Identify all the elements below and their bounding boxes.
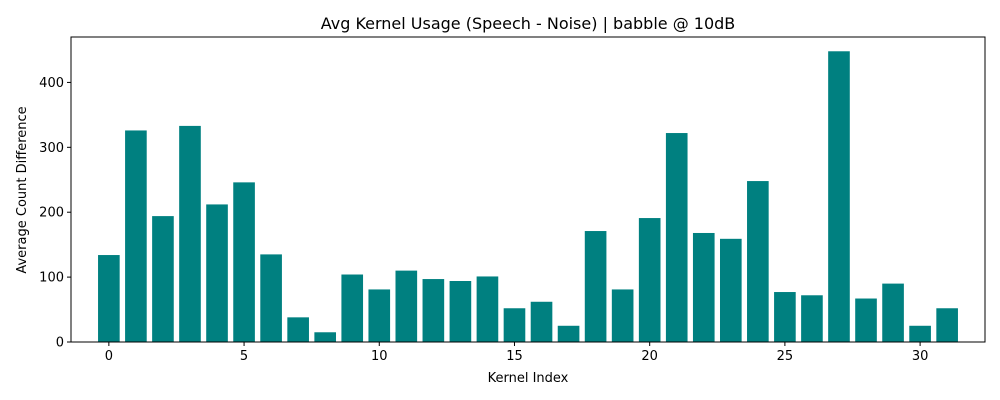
y-tick-label: 200 bbox=[39, 206, 64, 221]
bars-group bbox=[98, 51, 958, 342]
y-tick-label: 400 bbox=[39, 76, 64, 91]
y-tick-label: 0 bbox=[56, 336, 64, 351]
x-ticks-group: 0 5 10 15 20 25 30 bbox=[105, 342, 929, 364]
bar-kernel-24 bbox=[747, 181, 769, 342]
x-tick-label: 15 bbox=[506, 349, 523, 364]
bar-kernel-10 bbox=[368, 289, 391, 342]
x-tick-label: 10 bbox=[371, 349, 388, 364]
bar-kernel-27 bbox=[828, 51, 850, 342]
plot-frame bbox=[70, 36, 986, 343]
bar-kernel-2 bbox=[152, 216, 174, 342]
bar-kernel-21 bbox=[665, 133, 688, 342]
y-ticks-group: 0 100 200 300 400 bbox=[39, 76, 71, 351]
bar-kernel-23 bbox=[719, 238, 742, 342]
bar-kernel-4 bbox=[206, 204, 228, 342]
bar-kernel-12 bbox=[422, 279, 445, 342]
bar-kernel-31 bbox=[936, 308, 958, 342]
bar-kernel-16 bbox=[530, 301, 553, 342]
bar-kernel-13 bbox=[449, 281, 472, 342]
bar-kernel-14 bbox=[476, 276, 499, 342]
bar-kernel-15 bbox=[503, 308, 526, 342]
bar-kernel-17 bbox=[557, 325, 580, 342]
bar-kernel-7 bbox=[287, 317, 309, 342]
bar-kernel-26 bbox=[801, 295, 823, 342]
x-tick-label: 25 bbox=[777, 349, 794, 364]
bar-kernel-6 bbox=[260, 254, 282, 342]
bar-kernel-9 bbox=[341, 274, 364, 342]
bar-kernel-0 bbox=[98, 255, 120, 342]
y-tick-label: 100 bbox=[39, 271, 64, 286]
bar-kernel-11 bbox=[395, 270, 418, 342]
bar-kernel-18 bbox=[584, 231, 607, 342]
chart-title: Avg Kernel Usage (Speech - Noise) | babb… bbox=[321, 14, 736, 33]
bar-kernel-29 bbox=[882, 283, 904, 342]
y-tick-label: 300 bbox=[39, 141, 64, 156]
x-tick-label: 0 bbox=[105, 349, 113, 364]
x-tick-label: 5 bbox=[240, 349, 248, 364]
bar-kernel-8 bbox=[314, 332, 337, 342]
bar-kernel-5 bbox=[233, 182, 255, 342]
bar-kernel-20 bbox=[638, 218, 661, 342]
x-tick-label: 20 bbox=[641, 349, 658, 364]
bar-kernel-25 bbox=[774, 292, 796, 342]
bar-kernel-3 bbox=[179, 125, 201, 342]
x-axis-label: Kernel Index bbox=[488, 371, 569, 386]
bar-kernel-30 bbox=[909, 325, 931, 342]
x-tick-label: 30 bbox=[912, 349, 929, 364]
bar-kernel-22 bbox=[692, 232, 715, 342]
y-axis-label: Average Count Difference bbox=[15, 106, 30, 273]
bar-kernel-1 bbox=[125, 130, 147, 342]
bar-kernel-28 bbox=[855, 298, 877, 342]
bar-kernel-19 bbox=[611, 289, 634, 342]
